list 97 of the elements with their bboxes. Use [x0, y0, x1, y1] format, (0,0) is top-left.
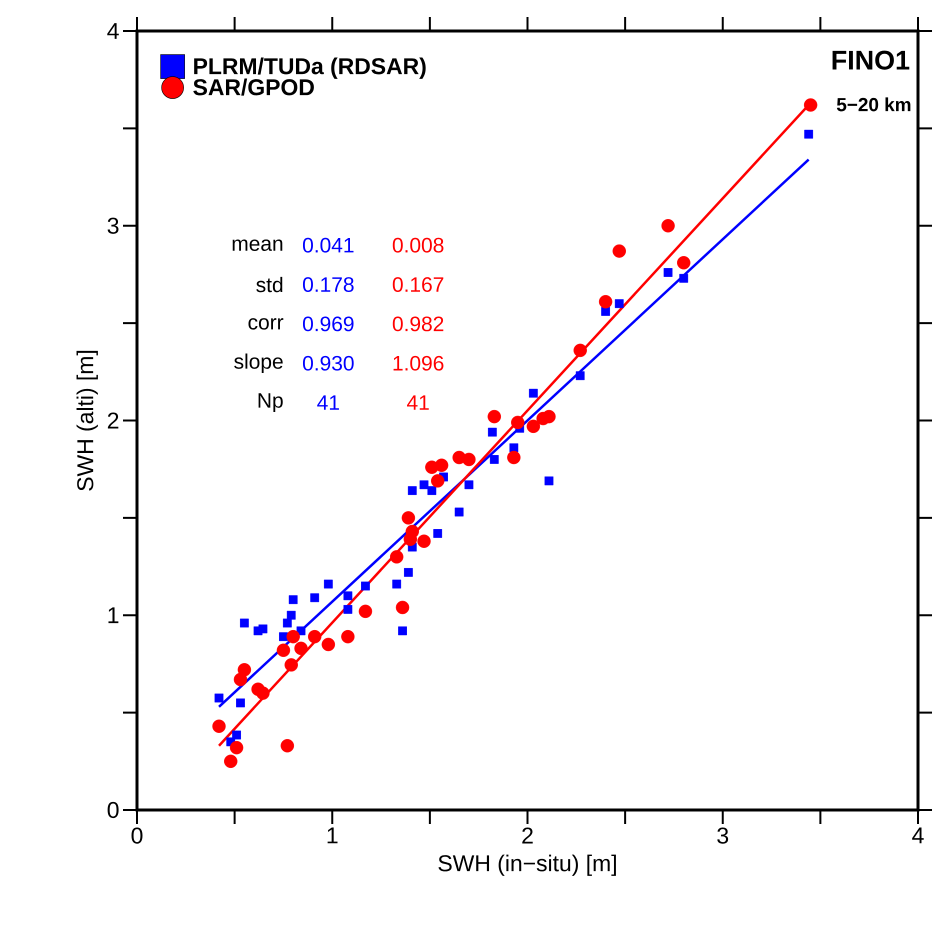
annotation: mean [232, 239, 282, 251]
point [430, 474, 444, 488]
point [464, 480, 474, 490]
point [284, 658, 298, 672]
point [406, 524, 420, 538]
point [804, 130, 814, 139]
x-tick-label: 2 [522, 828, 533, 844]
point [256, 686, 270, 700]
point [507, 450, 521, 464]
point [614, 299, 624, 308]
point [404, 568, 413, 577]
point [427, 486, 436, 496]
y-tick-label: 0 [108, 802, 119, 818]
point [576, 371, 585, 380]
point [238, 663, 252, 676]
point [324, 580, 333, 588]
x-tick-label: 0 [132, 828, 142, 844]
y-tick-label: 1 [108, 607, 118, 624]
point [308, 630, 322, 644]
annotation: 0.969 [302, 316, 354, 332]
annotation: slope [234, 353, 283, 373]
point [677, 256, 690, 270]
point [488, 410, 502, 424]
point [679, 274, 688, 283]
point [574, 344, 587, 358]
legend-label: SAR/GPOD [193, 78, 314, 96]
point [804, 98, 818, 112]
point [434, 458, 448, 472]
point [279, 632, 288, 642]
point [408, 486, 417, 496]
x-tick-label: 3 [717, 828, 728, 844]
y-tick-label: 2 [108, 412, 118, 428]
point [230, 740, 244, 754]
annotation: 0.167 [392, 277, 444, 292]
annotation: 41 [407, 395, 429, 410]
annotation: 41 [317, 395, 339, 410]
point [542, 410, 556, 424]
point [358, 604, 372, 618]
y-tick-label: 3 [108, 218, 118, 234]
annotation: std [256, 276, 282, 292]
point [544, 476, 554, 486]
text: 5−20 km [836, 97, 910, 112]
point [392, 580, 402, 588]
annotation: 0.008 [392, 238, 444, 253]
point [612, 244, 626, 258]
point [280, 739, 294, 752]
point [236, 698, 245, 708]
point [343, 591, 352, 600]
point [282, 618, 292, 628]
point [294, 642, 308, 656]
point [214, 694, 224, 702]
point [420, 480, 428, 490]
point [361, 582, 370, 590]
y-tick-label: 4 [107, 23, 119, 39]
annotation: corr [248, 318, 284, 330]
point [276, 644, 290, 658]
point [232, 730, 241, 740]
point [296, 626, 306, 636]
point [396, 600, 410, 614]
point [224, 754, 238, 768]
point [661, 219, 675, 232]
point [310, 593, 320, 602]
point [398, 626, 407, 636]
point [240, 618, 249, 628]
point [511, 416, 524, 430]
legend-label: PLRM/TUDa (RDSAR) [194, 58, 426, 79]
point [288, 595, 298, 604]
point [258, 624, 268, 634]
x-tick-label: 1 [328, 828, 338, 844]
point [286, 610, 296, 620]
point [417, 534, 431, 548]
point [433, 529, 442, 538]
point [322, 638, 336, 652]
point [490, 455, 499, 464]
point [528, 388, 538, 398]
point [343, 605, 352, 614]
point [462, 452, 476, 466]
annotation: 0.178 [302, 277, 354, 292]
point [402, 511, 416, 525]
point [212, 720, 226, 733]
annotation: 0.041 [302, 238, 354, 253]
annotation: Np [258, 393, 283, 412]
text: FINO1 [832, 50, 910, 70]
x-tick-label: 4 [912, 828, 924, 844]
point [454, 508, 464, 516]
annotation: 0.930 [302, 356, 354, 371]
point [526, 420, 540, 434]
point [286, 630, 300, 644]
annotation: 0.982 [392, 316, 444, 332]
point [390, 550, 404, 564]
point [598, 295, 612, 308]
point [341, 630, 355, 644]
y-axis-title: SWH (alti) [m] [76, 350, 98, 491]
annotation: 1.096 [394, 356, 444, 371]
point [664, 268, 672, 277]
x-axis-title: SWH (in−situ) [m] [438, 854, 616, 876]
point [488, 428, 497, 437]
